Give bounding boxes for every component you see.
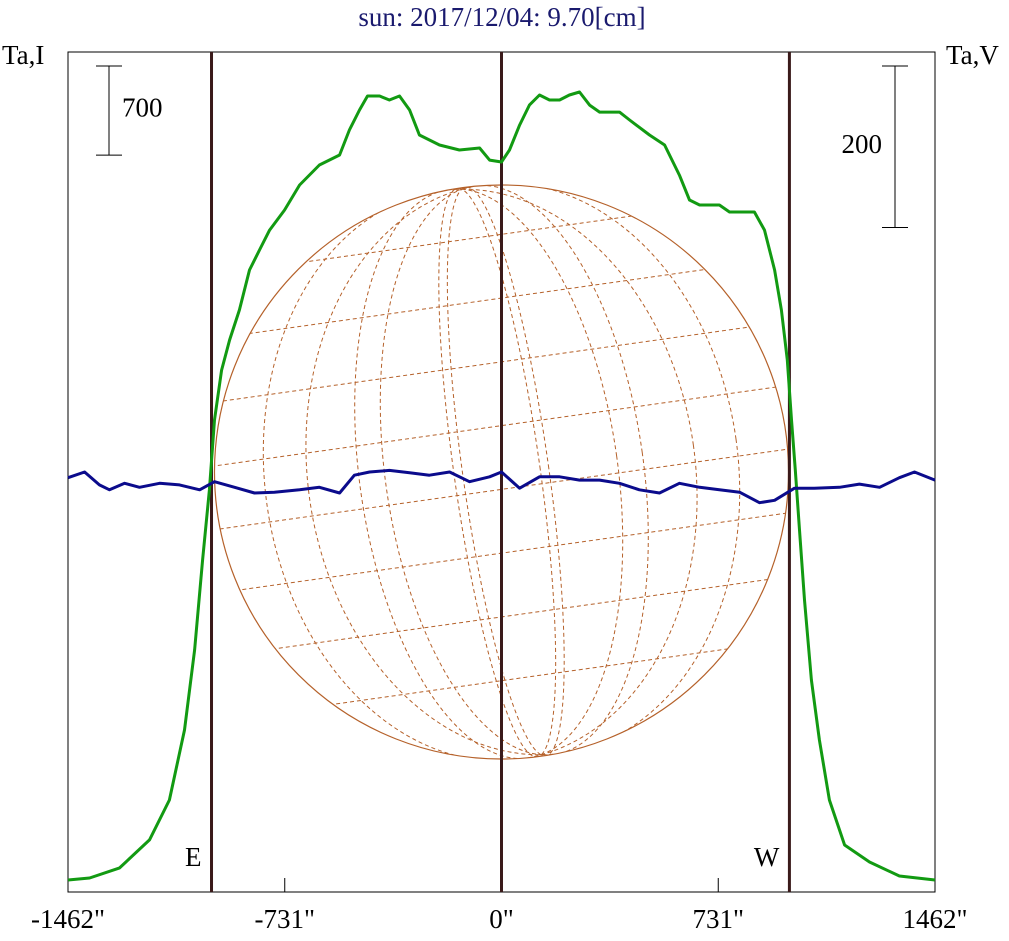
annotation: W [754,842,780,872]
parallel [210,386,780,467]
series-line [67,468,936,505]
x-tick-label: 1462" [902,904,967,934]
meridian [262,188,698,762]
y2-axis-label: Ta,V [946,40,999,70]
meridian [305,182,741,756]
series-line [67,90,936,882]
meridian [354,188,624,760]
annotation: E [185,842,202,872]
parallel [245,636,815,718]
parallel [193,261,762,342]
scale-label: 700 [122,93,163,123]
x-tick-label: -731" [254,904,315,934]
chart-title: sun: 2017/12/04: 9.70[cm] [358,2,645,32]
parallel [219,448,789,530]
x-tick-label: 0" [489,904,514,934]
scale-label: 200 [842,129,883,159]
y-axis-label: Ta,I [2,40,44,70]
x-tick-label: 731" [692,904,744,934]
parallel [237,573,806,655]
parallel [228,511,797,593]
parallel [202,323,771,405]
parallel [184,198,754,280]
x-tick-label: -1462" [31,904,105,934]
